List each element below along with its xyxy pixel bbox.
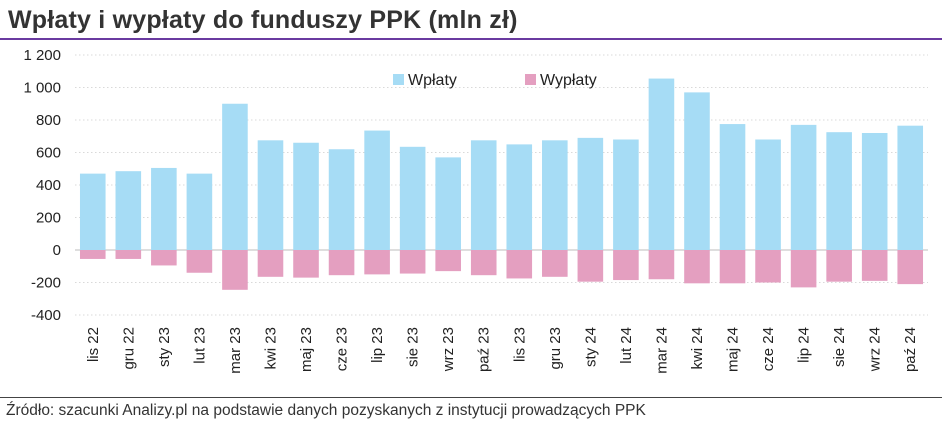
bar-wplaty: [222, 103, 248, 250]
bar-wyplaty: [506, 250, 533, 279]
bar-wplaty: [186, 173, 213, 250]
bar-wyplaty: [577, 250, 604, 282]
x-tick-label: mar 24: [653, 327, 670, 374]
bar-wplaty: [151, 167, 177, 250]
bar-wplaty: [328, 149, 355, 250]
bar-wyplaty: [684, 250, 710, 284]
bar-wyplaty: [293, 250, 319, 278]
x-tick-label: lip 24: [796, 327, 813, 363]
x-tick-label: sty 23: [156, 327, 173, 367]
bar-wyplaty: [364, 250, 390, 275]
x-tick-label: maj 24: [725, 327, 742, 372]
x-tick-label: sty 24: [582, 327, 599, 367]
x-tick-label: cze 24: [760, 327, 777, 371]
bar-wplaty: [257, 140, 284, 250]
bar-wplaty: [613, 139, 639, 250]
y-tick-label: 600: [36, 145, 61, 162]
x-tick-label: wrz 24: [867, 327, 884, 372]
legend-label: Wypłaty: [540, 72, 597, 89]
bar-wplaty: [790, 124, 817, 250]
x-tick-label: sie 23: [405, 327, 422, 367]
x-tick-label: lis 22: [85, 327, 102, 362]
bar-wyplaty: [648, 250, 675, 280]
bars: [79, 78, 924, 290]
bar-wyplaty: [79, 250, 106, 259]
gridlines: [75, 54, 928, 316]
x-tick-label: paź 24: [902, 327, 919, 372]
bar-wyplaty: [790, 250, 817, 288]
y-tick-label: 1 000: [23, 80, 61, 97]
bar-wyplaty: [826, 250, 852, 282]
y-tick-label: 0: [53, 242, 61, 259]
bar-wyplaty: [151, 250, 177, 266]
bar-wyplaty: [328, 250, 355, 276]
legend: Wpłaty Wypłaty: [393, 72, 597, 89]
bar-wyplaty: [719, 250, 746, 284]
bar-wyplaty: [435, 250, 461, 272]
bar-wplaty: [684, 92, 710, 250]
bar-wyplaty: [861, 250, 888, 281]
x-tick-label: paź 23: [476, 327, 493, 372]
bar-wplaty: [577, 137, 604, 250]
bar-wplaty: [435, 157, 461, 250]
x-tick-label: lut 23: [191, 327, 208, 364]
x-tick-label: lis 23: [511, 327, 528, 362]
x-tick-label: kwi 23: [262, 327, 279, 370]
x-tick-label: cze 23: [334, 327, 351, 371]
x-tick-label: lut 24: [618, 327, 635, 364]
chart-title: Wpłaty i wypłaty do funduszy PPK (mln zł…: [8, 6, 518, 34]
footer-divider: [0, 397, 942, 398]
bar-wyplaty: [613, 250, 639, 281]
x-axis: lis 22 gru 22 sty 23 lut 23 mar 23 kwi 23 maj …: [85, 327, 919, 374]
source-note: Źródło: szacunki Analizy.pl na podstawie…: [6, 402, 646, 419]
bar-wplaty: [79, 173, 106, 250]
legend-swatch: [525, 74, 536, 85]
x-tick-label: maj 23: [298, 327, 315, 372]
bar-wyplaty: [115, 250, 142, 259]
bar-wplaty: [755, 139, 781, 250]
x-tick-label: gru 22: [120, 327, 137, 370]
x-tick-label: gru 23: [547, 327, 564, 370]
y-tick-label: 800: [36, 112, 61, 129]
bar-wplaty: [364, 130, 390, 250]
y-axis: -400 -200 0 200 400 600 800 1 000 1 200: [23, 47, 61, 324]
bar-wplaty: [719, 124, 746, 250]
bar-wplaty: [861, 133, 888, 250]
x-tick-label: wrz 23: [440, 327, 457, 372]
bar-wplaty: [470, 140, 497, 250]
bar-wplaty: [542, 140, 568, 250]
bar-wyplaty: [755, 250, 781, 283]
bar-wyplaty: [897, 250, 924, 285]
bar-wplaty: [115, 171, 142, 250]
bar-wplaty: [293, 142, 319, 250]
bar-chart: -400 -200 0 200 400 600 800 1 000 1 200 lis 22 gr…: [23, 47, 928, 374]
bar-wplaty: [506, 144, 533, 250]
bar-wplaty: [826, 132, 852, 250]
bar-wyplaty: [399, 250, 426, 274]
x-tick-label: kwi 24: [689, 327, 706, 370]
y-tick-label: 400: [36, 177, 61, 194]
bar-wyplaty: [222, 250, 248, 290]
bar-wplaty: [897, 125, 924, 250]
bar-wyplaty: [186, 250, 213, 273]
bar-wyplaty: [257, 250, 284, 277]
title-divider: [0, 38, 942, 40]
bar-wplaty: [648, 78, 675, 250]
bar-wplaty: [399, 146, 426, 250]
bar-wyplaty: [470, 250, 497, 276]
x-tick-label: mar 23: [227, 327, 244, 374]
x-tick-label: lip 23: [369, 327, 386, 363]
y-tick-label: -400: [31, 307, 61, 324]
y-tick-label: -200: [31, 275, 61, 292]
bar-wyplaty: [542, 250, 568, 277]
y-tick-label: 200: [36, 210, 61, 227]
legend-label: Wpłaty: [408, 72, 457, 89]
legend-swatch: [393, 74, 404, 85]
x-tick-label: sie 24: [831, 327, 848, 367]
y-tick-label: 1 200: [23, 47, 61, 64]
